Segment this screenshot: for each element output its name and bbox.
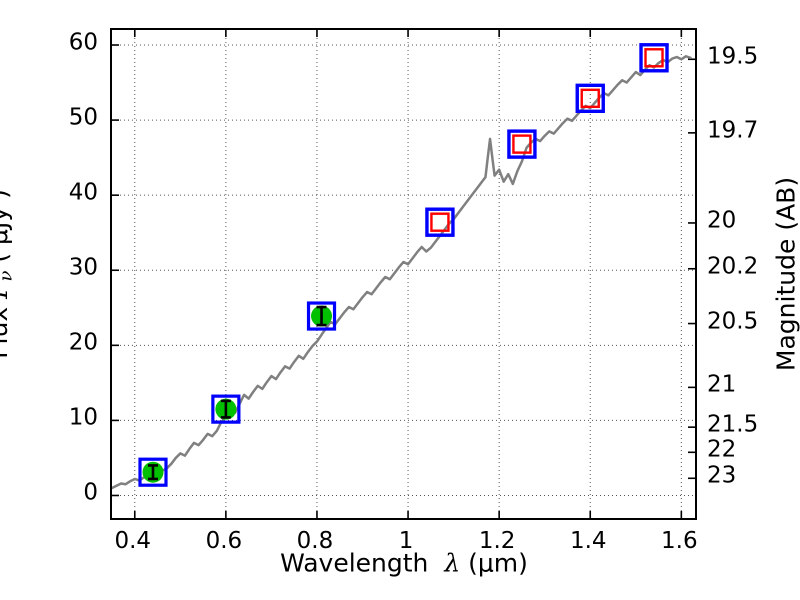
y-tick-label: 60 — [68, 29, 98, 56]
y-axis-left-title: Flux Fν ( μJy ) — [0, 189, 16, 359]
x-tick-label: 1 — [398, 528, 414, 554]
marker-square-blue — [507, 129, 537, 159]
y-axis-right-title: Magnitude (AB) — [771, 176, 800, 372]
x-tick-label: 0.6 — [205, 528, 243, 554]
xlabel-unit: (μm) — [468, 548, 528, 578]
marker-square-red — [430, 212, 450, 232]
y-tick-label: 30 — [68, 254, 98, 281]
nir-data-point — [507, 129, 537, 159]
gridlines — [112, 30, 695, 518]
marker-square-blue — [575, 83, 605, 114]
ylabel-word: Flux — [0, 306, 13, 359]
nir-data-point — [639, 43, 669, 73]
tick-marks — [112, 30, 695, 518]
marker-square-blue — [306, 301, 337, 331]
ylabel-symbol: F — [0, 282, 13, 299]
y-tick-label-right: 19.7 — [707, 117, 759, 144]
x-tick-label: 1.4 — [569, 528, 607, 554]
y-tick-label-right: 21.5 — [707, 411, 759, 438]
y-tick-label-right: 20.2 — [707, 253, 759, 280]
marker-square-red — [644, 48, 664, 68]
marker-square-blue — [211, 394, 241, 424]
marker-square-blue — [138, 457, 168, 487]
y-tick-label: 20 — [68, 329, 98, 356]
marker-square-red — [512, 134, 532, 154]
optical-data-point — [211, 394, 241, 424]
y-tick-label: 10 — [68, 404, 98, 431]
y-tick-label: 0 — [83, 479, 98, 506]
nir-data-point — [575, 83, 605, 114]
marker-square-blue — [639, 43, 669, 73]
y-tick-label: 40 — [68, 179, 98, 206]
optical-data-point — [138, 457, 168, 487]
y-tick-label-right: 22 — [707, 436, 737, 463]
y-tick-label-right: 20.5 — [707, 308, 759, 335]
plot-area — [110, 28, 697, 520]
spectrum-line — [112, 55, 692, 490]
x-tick-label: 0.4 — [114, 528, 152, 554]
plot-canvas — [112, 30, 695, 518]
x-tick-label: 1.2 — [478, 528, 516, 554]
y-tick-label-right: 20 — [707, 207, 737, 234]
x-axis-title: Wavelength λ (μm) — [280, 549, 528, 578]
ylabel-unit: ( μJy ) — [0, 189, 13, 262]
marker-square-blue — [425, 207, 455, 237]
marker-square-red — [580, 88, 600, 109]
y-tick-label-right: 21 — [707, 371, 737, 398]
nir-data-point — [425, 207, 455, 237]
y-tick-label-right: 19.5 — [707, 43, 759, 70]
optical-data-point — [306, 301, 337, 331]
y-tick-label: 50 — [68, 104, 98, 131]
x-tick-label: 0.8 — [296, 528, 334, 554]
y-tick-label-right: 23 — [707, 462, 737, 489]
ylabel-subscript: ν — [0, 271, 16, 282]
xlabel-word: Wavelength — [280, 548, 429, 578]
xlabel-symbol: λ — [444, 548, 461, 578]
x-tick-label: 1.6 — [661, 528, 698, 554]
